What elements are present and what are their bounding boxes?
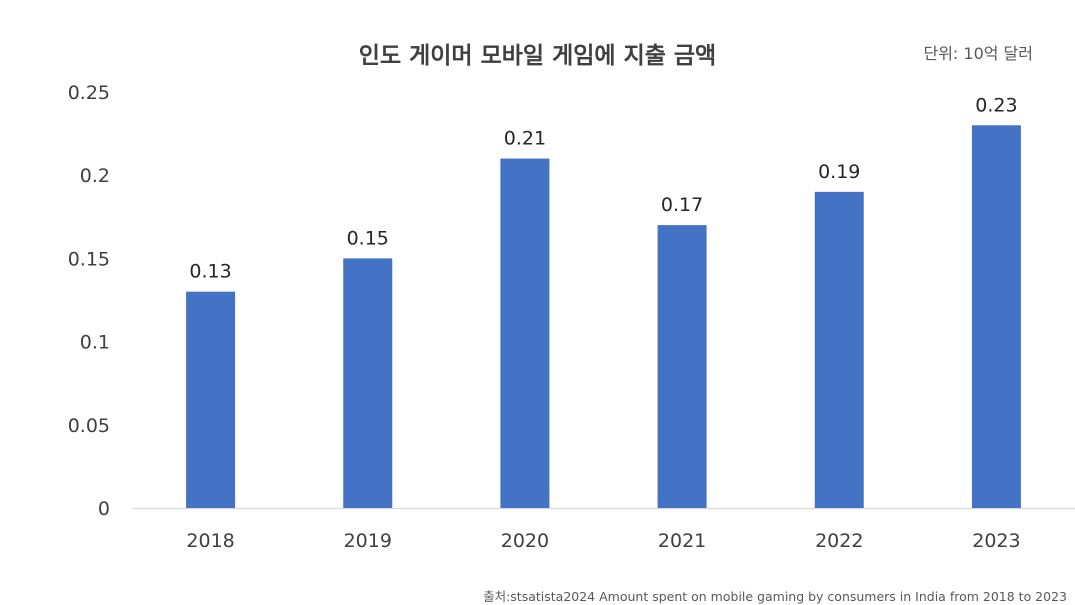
- source-note: 출처:stsatista2024 Amount spent on mobile …: [483, 589, 1067, 604]
- x-tick-label: 2020: [501, 530, 549, 552]
- y-tick-label: 0.15: [68, 248, 110, 270]
- data-label: 0.19: [818, 161, 860, 183]
- x-tick-label: 2019: [344, 530, 392, 552]
- bar-2019: [343, 258, 393, 508]
- x-tick-label: 2022: [815, 530, 863, 552]
- bar-2021: [657, 225, 707, 508]
- unit-label: 단위: 10억 달러: [923, 44, 1033, 63]
- bar-2018: [186, 291, 236, 508]
- y-tick-label: 0: [98, 498, 110, 520]
- x-tick-label: 2023: [972, 530, 1020, 552]
- chart-title: 인도 게이머 모바일 게임에 지출 금액: [358, 43, 717, 69]
- bar-2020: [500, 158, 550, 508]
- y-tick-label: 0.1: [80, 332, 110, 354]
- bar-2022: [814, 191, 864, 508]
- data-label: 0.21: [504, 128, 546, 150]
- data-label: 0.23: [975, 94, 1017, 116]
- bar-2023: [971, 125, 1021, 508]
- x-tick-label: 2018: [186, 530, 234, 552]
- y-tick-label: 0.2: [80, 165, 110, 187]
- data-label: 0.17: [661, 194, 703, 216]
- x-tick-label: 2021: [658, 530, 706, 552]
- y-tick-label: 0.05: [68, 415, 110, 437]
- data-label: 0.13: [189, 261, 231, 283]
- data-label: 0.15: [347, 227, 389, 249]
- y-tick-label: 0.25: [68, 82, 110, 104]
